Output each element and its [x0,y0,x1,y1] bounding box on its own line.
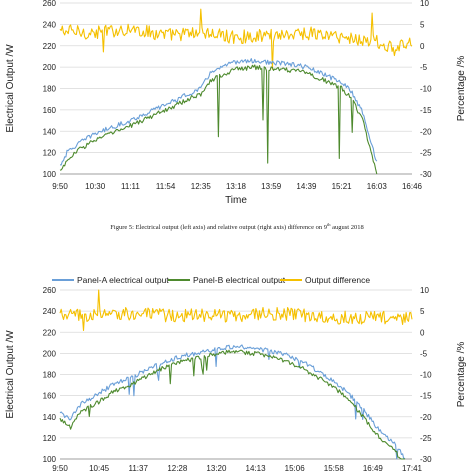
y2-tick-label: -15 [420,392,432,401]
y2-tick-label: 10 [420,286,429,295]
y2-tick-label: -15 [420,106,432,115]
y-tick-label: 120 [43,149,57,158]
y-tick-label: 160 [43,106,57,115]
x-tick-label: 16:46 [402,182,423,191]
series-line-panel-b [59,349,405,460]
legend: Panel-A electrical output Panel-B electri… [52,275,370,285]
x-tick-label: 10:30 [85,182,106,191]
y-tick-label: 100 [43,455,57,464]
caption-superscript: th [326,222,331,227]
y2-tick-label: -5 [420,349,428,358]
y-tick-label: 260 [43,0,57,8]
y-tick-label: 140 [43,127,57,136]
y2-tick-label: -5 [420,63,428,72]
x-axis-title: Time [225,195,247,206]
y-tick-label: 180 [43,85,57,94]
figure-caption: Figure 5: Electrical output (left axis) … [0,222,474,231]
chart-top: 260 240 220 200 180 160 140 120 100 10 5 0 -5 -10 -15 -… [5,0,467,206]
x-tick-label: 11:54 [156,182,176,191]
y-tick-label: 180 [43,371,57,380]
y2-tick-label: -25 [420,149,432,158]
y2-tick-label: 0 [420,42,425,51]
x-tick-label: 12:35 [191,182,212,191]
chart-bottom: 260 240 220 200 180 160 140 120 100 10 5 0 -5 -10 -15 -… [5,275,467,473]
x-tick-label: 9:50 [52,464,68,473]
y2-axis-title: Percentage /% [456,56,467,122]
y-tick-label: 220 [43,42,57,51]
x-tick-label: 15:58 [324,464,345,473]
x-tick-label: 9:50 [52,182,68,191]
x-tick-label: 14:13 [246,464,267,473]
y-tick-label: 160 [43,392,57,401]
x-tick-label: 16:03 [367,182,388,191]
y-axis-title: Electrical Output /W [5,44,16,133]
legend-label: Panel-A electrical output [77,275,169,285]
y2-tick-label: -10 [420,371,432,380]
caption-text: Figure 5: Electrical output (left axis) … [110,224,327,232]
x-tick-label: 16:49 [363,464,384,473]
y-tick-label: 240 [43,20,57,29]
x-tick-label: 13:18 [226,182,247,191]
x-tick-label: 12:28 [167,464,188,473]
y-tick-label: 120 [43,434,57,443]
series-line-panel-a [59,344,406,460]
x-tick-label: 11:11 [121,182,140,191]
y2-tick-label: 0 [420,328,425,337]
x-tick-label: 13:59 [261,182,282,191]
series-line-panel-b [59,64,378,175]
x-tick-label: 14:39 [296,182,317,191]
x-tick-label: 11:37 [129,464,149,473]
y2-tick-label: -25 [420,434,432,443]
y-tick-label: 260 [43,286,57,295]
caption-suffix: august 2018 [330,224,364,232]
y-tick-label: 200 [43,63,57,72]
y2-tick-label: 5 [420,20,425,29]
series-line-difference [59,8,413,70]
legend-label: Output difference [305,275,370,285]
y2-tick-label: 10 [420,0,429,8]
x-tick-label: 13:20 [206,464,227,473]
y-axis-title: Electrical Output /W [5,330,16,419]
y-tick-label: 140 [43,413,57,422]
x-tick-label: 15:21 [332,182,353,191]
legend-label: Panel-B electrical output [193,275,286,285]
y2-tick-label: 5 [420,307,425,316]
y-tick-label: 100 [43,170,57,179]
y2-tick-label: -10 [420,85,432,94]
x-tick-label: 17:41 [402,464,423,473]
y2-tick-label: -20 [420,413,432,422]
x-tick-label: 15:06 [285,464,306,473]
x-tick-label: 10:45 [89,464,110,473]
y2-tick-label: -30 [420,455,432,464]
y2-tick-label: -20 [420,127,432,136]
y-tick-label: 200 [43,349,57,358]
series-line-difference [59,289,413,332]
y2-tick-label: -30 [420,170,432,179]
series-line-panel-a [59,58,378,166]
y-tick-label: 240 [43,307,57,316]
y-tick-label: 220 [43,328,57,337]
y2-axis-title: Percentage /% [456,342,467,408]
